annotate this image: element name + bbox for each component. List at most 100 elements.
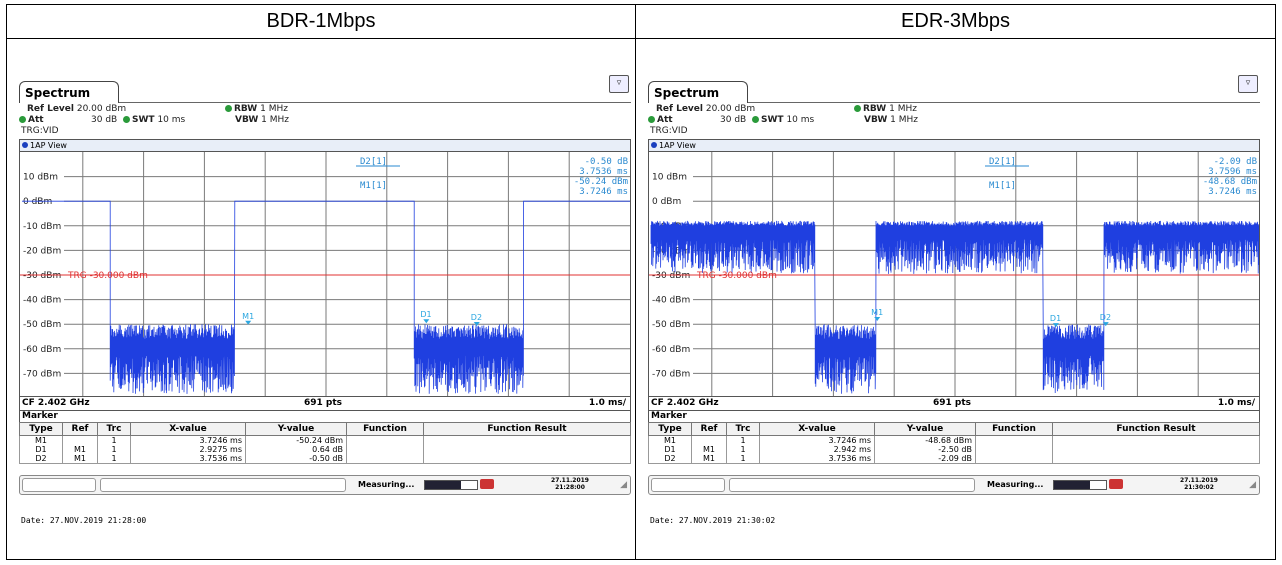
view-label-bar: 1AP View (19, 139, 631, 151)
tab-spectrum[interactable]: Spectrum (19, 81, 119, 103)
marker-cell (423, 454, 631, 464)
marker-cell (1052, 454, 1260, 464)
att-indicator-icon (19, 116, 26, 123)
marker-col-header: Type (19, 422, 63, 436)
marker-cell: -0.50 dB (245, 454, 347, 464)
column-divider (635, 5, 636, 559)
view-label-bar: 1AP View (648, 139, 1260, 151)
tab-spectrum[interactable]: Spectrum (648, 81, 748, 103)
toolbar-menu-icon[interactable]: ▿ (1238, 75, 1258, 93)
toolbar-menu-icon[interactable]: ▿ (609, 75, 629, 93)
status-time: 21:28:00 (555, 484, 585, 491)
resize-grip-icon[interactable]: ◢ (1249, 480, 1256, 490)
marker-col-header: X-value (130, 422, 246, 436)
marker-row[interactable]: D2 M1 1 3.7536 ms -2.09 dB (648, 454, 1260, 464)
rbw-label: RBW (863, 104, 887, 114)
ref-level-value: 20.00 dBm (76, 104, 127, 114)
ref-level-value: 20.00 dBm (705, 104, 756, 114)
readout-value: -50.24 dBm (574, 177, 628, 187)
vbw-label: VBW (235, 115, 259, 125)
trigger-source: TRG:VID (21, 126, 59, 136)
swt-value: 10 ms (786, 115, 815, 125)
readout-value: -48.68 dBm (1203, 177, 1257, 187)
vbw-label: VBW (864, 115, 888, 125)
status-field-message[interactable] (729, 478, 975, 492)
marker-cell: 3.7536 ms (130, 454, 246, 464)
rbw-label: RBW (234, 104, 258, 114)
instrument-status-icon (1109, 479, 1123, 489)
marker-cell: -2.50 dB (874, 445, 976, 454)
trigger-source: TRG:VID (650, 126, 688, 136)
center-frequency: CF 2.402 GHz (651, 398, 719, 408)
y-tick-label: 10 dBm (652, 173, 687, 183)
measuring-status: Measuring... (358, 480, 415, 489)
marker-cell (1052, 435, 1260, 445)
y-tick-label: -20 dBm (23, 246, 61, 256)
marker-col-header: Trc (97, 422, 131, 436)
marker-cell (346, 445, 424, 454)
resize-grip-icon[interactable]: ◢ (620, 480, 627, 490)
center-frequency: CF 2.402 GHz (22, 398, 90, 408)
marker-table-title: Marker (648, 411, 1260, 422)
marker-row[interactable]: M1 1 3.7246 ms -48.68 dBm (648, 435, 1260, 445)
measuring-status: Measuring... (987, 480, 1044, 489)
marker-cell: 1 (97, 445, 131, 454)
rbw-indicator-icon (854, 105, 861, 112)
marker-cell (62, 435, 98, 445)
marker-row[interactable]: D1 M1 1 2.942 ms -2.50 dB (648, 445, 1260, 454)
instrument-status-icon (480, 479, 494, 489)
trigger-label: TRG -30.000 dBm (696, 271, 777, 281)
marker-cell: D2 (19, 454, 63, 464)
marker-cell: 3.7246 ms (130, 435, 246, 445)
rbw-value: 1 MHz (889, 104, 917, 114)
marker-cell (975, 435, 1053, 445)
date-footer: Date: 27.NOV.2019 21:28:00 (21, 516, 147, 525)
y-tick-label: 10 dBm (23, 173, 58, 183)
panel-edr: Spectrum ▿ Ref Level 20.00 dBm Att 30 dB… (636, 39, 1263, 559)
progress-bar (1053, 480, 1107, 490)
marker-cell: -48.68 dBm (874, 435, 976, 445)
column-header-bdr: BDR-1Mbps (7, 5, 635, 39)
y-tick-label: -40 dBm (23, 296, 61, 306)
att-label: Att (657, 115, 673, 125)
rbw-indicator-icon (225, 105, 232, 112)
readout-value: -2.09 dB (1214, 157, 1257, 167)
marker-cell: 1 (726, 435, 760, 445)
marker-col-header: Function Result (423, 422, 631, 436)
y-tick-label: -70 dBm (23, 369, 61, 379)
marker-symbol (473, 322, 480, 327)
readout-value: 3.7536 ms (579, 167, 628, 177)
att-value: 30 dB (91, 115, 118, 125)
marker-col-header: Ref (62, 422, 98, 436)
marker-row[interactable]: D2 M1 1 3.7536 ms -0.50 dB (19, 454, 631, 464)
marker-cell: 1 (97, 435, 131, 445)
status-bar: Measuring... 27.11.2019 21:28:00 ◢ (19, 475, 631, 495)
comparison-table: BDR-1Mbps EDR-3Mbps Spectrum ▿ Ref Level… (6, 4, 1276, 560)
marker-cell: 2.942 ms (759, 445, 875, 454)
status-field-left[interactable] (22, 478, 96, 492)
status-field-left[interactable] (651, 478, 725, 492)
sweep-points: 691 pts (933, 398, 972, 408)
marker-table: Type Ref Trc X-value Y-value Function Function… (648, 422, 1260, 464)
y-tick-label: 0 dBm (23, 197, 52, 207)
marker-row[interactable]: D1 M1 1 2.9275 ms 0.64 dB (19, 445, 631, 454)
status-field-message[interactable] (100, 478, 346, 492)
readout-name: D2[1] (360, 157, 387, 167)
marker-cell (346, 454, 424, 464)
marker-row[interactable]: M1 1 3.7246 ms -50.24 dBm (19, 435, 631, 445)
view-indicator-icon (22, 142, 28, 148)
settings-block: Ref Level 20.00 dBm Att 30 dB SWT 10 ms … (648, 103, 1260, 139)
status-date: 27.11.2019 (551, 477, 589, 484)
status-date: 27.11.2019 (1180, 477, 1218, 484)
marker-cell: 1 (726, 445, 760, 454)
marker-cell: M1 (691, 445, 727, 454)
marker-symbol (245, 320, 252, 325)
trace-line (650, 220, 1259, 394)
y-tick-label: -60 dBm (652, 345, 690, 355)
analyzer-screen: Spectrum ▿ Ref Level 20.00 dBm Att 30 dB… (648, 75, 1260, 495)
marker-cell: D1 (19, 445, 63, 454)
readout-value: 3.7246 ms (1208, 187, 1257, 197)
sweep-points: 691 pts (304, 398, 343, 408)
ref-level-label: Ref Level (656, 104, 703, 114)
marker-cell: 1 (726, 454, 760, 464)
